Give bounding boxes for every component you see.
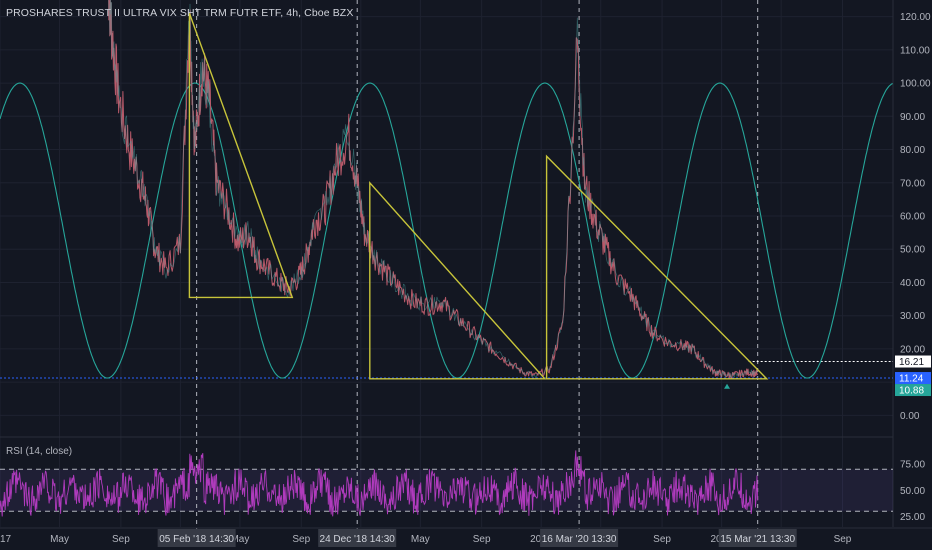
price-label-text: 10.88: [899, 386, 924, 397]
time-tick-label: May: [411, 534, 430, 545]
marker-date-text: 15 Mar '21 13:30: [720, 534, 795, 545]
time-tick-label: 2017: [0, 534, 12, 545]
marker-date-labels: 05 Feb '18 14:30 24 Dec '18 14:30 16 Mar '…: [157, 529, 797, 547]
price-tick-label: 70.00: [900, 178, 925, 189]
rsi-series: [0, 450, 759, 517]
chart-title[interactable]: PROSHARES TRUST II ULTRA VIX SHT TRM FUT…: [6, 7, 354, 19]
rsi-tick-label: 75.00: [900, 460, 925, 471]
marker-date-text: 24 Dec '18 14:30: [320, 534, 396, 545]
triangle-drawing: [188, 13, 294, 299]
rsi-tick-label: 50.00: [900, 486, 925, 497]
time-tick-label: May: [50, 534, 69, 545]
price-label-text: 16.21: [899, 357, 924, 368]
price-tick-label: 40.00: [900, 278, 925, 289]
price-tick-label: 110.00: [900, 45, 930, 56]
price-label-box: [895, 355, 931, 368]
price-tick-label: 50.00: [900, 245, 925, 256]
price-tick-label: 20.00: [900, 344, 925, 355]
time-tick-label: May: [230, 534, 249, 545]
price-label-text: 11.24: [899, 374, 924, 385]
price-tick-label: 100.00: [900, 79, 931, 90]
price-tick-label: 90.00: [900, 112, 925, 123]
price-line-secondary: [108, 0, 758, 379]
triangle-drawings: [188, 13, 769, 380]
time-tick-label: Sep: [834, 534, 852, 545]
time-tick-label: Sep: [292, 534, 310, 545]
marker-date-box: [318, 529, 397, 547]
price-label-box: [895, 384, 931, 397]
sine-wave-path: [0, 82, 893, 379]
price-series: [108, 0, 759, 389]
marker-date-text: 16 Mar '20 13:30: [542, 534, 617, 545]
price-tick-label: 30.00: [900, 311, 925, 322]
rsi-line: [0, 450, 759, 517]
triangle-drawing: [545, 154, 769, 380]
triangle-drawing: [369, 180, 547, 380]
sine-wave: [0, 82, 893, 379]
time-tick-label: Sep: [112, 534, 130, 545]
rsi-tick-label: 25.00: [900, 512, 925, 523]
price-tick-label: 80.00: [900, 145, 925, 156]
signal-triangle-icon: [724, 383, 731, 389]
price-tick-label: 120.00: [900, 12, 931, 23]
marker-date-box: [718, 529, 797, 547]
price-label-box: [895, 372, 931, 385]
price-tick-label: 0.00: [900, 411, 920, 422]
marker-date-text: 05 Feb '18 14:30: [159, 534, 234, 545]
rsi-axis[interactable]: 25.00 50.00 75.00: [900, 460, 925, 524]
marker-date-box: [540, 529, 619, 547]
rsi-band: [0, 468, 893, 512]
time-tick-label: Sep: [473, 534, 491, 545]
rsi-title[interactable]: RSI (14, close): [6, 446, 73, 457]
price-tick-label: 60.00: [900, 212, 925, 223]
time-tick-label: Sep: [653, 534, 671, 545]
marker-date-box: [157, 529, 236, 547]
